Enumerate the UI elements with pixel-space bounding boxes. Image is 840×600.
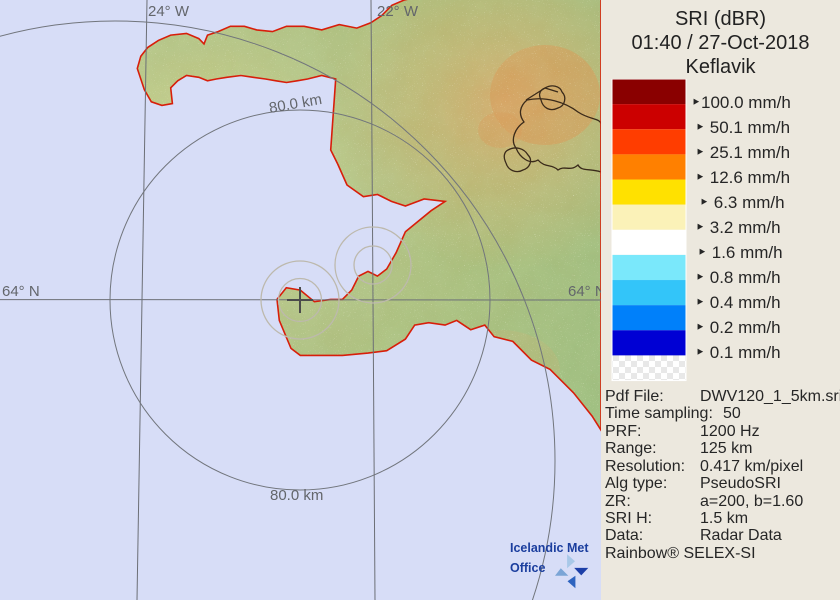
svg-text:‣ 50.1 mm/h: ‣ 50.1 mm/h [695, 118, 790, 137]
svg-text:‣ 0.8 mm/h: ‣ 0.8 mm/h [695, 268, 781, 287]
svg-text:‣ 3.2 mm/h: ‣ 3.2 mm/h [695, 218, 781, 237]
svg-text:‣ 0.4 mm/h: ‣ 0.4 mm/h [695, 293, 781, 312]
svg-text:‣100.0 mm/h: ‣100.0 mm/h [691, 93, 791, 112]
svg-text:‣ 25.1 mm/h: ‣ 25.1 mm/h [695, 143, 790, 162]
svg-text:Icelandic Met: Icelandic Met [510, 541, 589, 555]
svg-text:‣ 1.6 mm/h: ‣ 1.6 mm/h [697, 243, 783, 262]
svg-text:64° N: 64° N [2, 283, 40, 300]
svg-text:22° W: 22° W [377, 3, 419, 20]
svg-text:‣ 0.1 mm/h: ‣ 0.1 mm/h [695, 343, 781, 362]
svg-text:24° W: 24° W [148, 3, 190, 20]
svg-text:‣ 6.3 mm/h: ‣ 6.3 mm/h [699, 193, 785, 212]
svg-text:Office: Office [510, 561, 545, 575]
svg-text:80.0 km: 80.0 km [270, 487, 323, 504]
svg-text:‣ 0.2 mm/h: ‣ 0.2 mm/h [695, 318, 781, 337]
svg-text:‣ 12.6 mm/h: ‣ 12.6 mm/h [695, 168, 790, 187]
svg-text:64° N: 64° N [568, 283, 601, 300]
